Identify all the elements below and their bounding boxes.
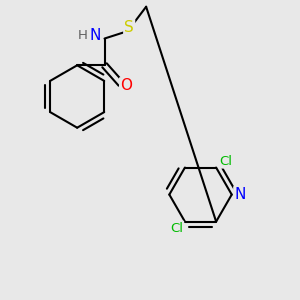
Text: Cl: Cl	[170, 222, 183, 235]
Text: S: S	[124, 20, 134, 35]
Text: H: H	[78, 29, 88, 42]
Text: Cl: Cl	[219, 154, 232, 167]
Text: O: O	[120, 78, 132, 93]
Text: N: N	[89, 28, 100, 43]
Text: N: N	[234, 187, 246, 202]
